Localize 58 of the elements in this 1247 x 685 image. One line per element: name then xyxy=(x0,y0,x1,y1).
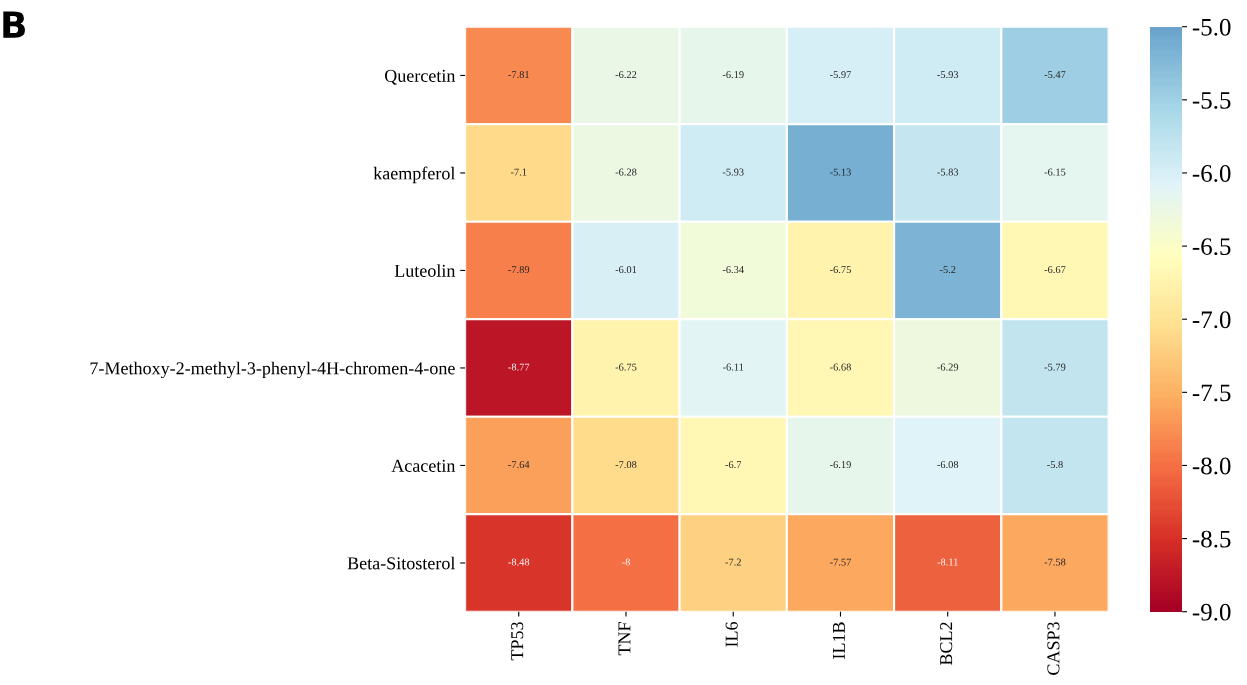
data-label: -7.64 xyxy=(508,461,530,469)
data-label: -6.29 xyxy=(937,363,959,371)
data-label: -6.75 xyxy=(830,266,851,274)
color-bar-label: -5.0 xyxy=(1192,18,1231,36)
x-tick-label: IL6 xyxy=(725,621,738,647)
y-tick-label: Beta-Sitosterol xyxy=(347,556,456,570)
data-label: -7.08 xyxy=(615,461,637,469)
color-bar-label: -7.0 xyxy=(1192,311,1231,329)
y-tick-label: Luteolin xyxy=(394,264,456,277)
color-bar-label: -6.5 xyxy=(1192,238,1231,256)
color-bar-label: -6.0 xyxy=(1192,165,1231,182)
x-tick-label: IL1B xyxy=(832,622,845,659)
data-label: -8 xyxy=(622,558,630,566)
data-label: -7.1 xyxy=(510,168,527,176)
data-label: -5.83 xyxy=(937,168,959,176)
data-label: -6.22 xyxy=(615,71,637,79)
y-tick-label: Acacetin xyxy=(391,459,456,472)
y-tick-label: 7-Methoxy-2-methyl-3-phenyl-4H-chromen-4-one xyxy=(90,361,455,379)
data-label: -5.2 xyxy=(939,266,956,274)
x-tick-label: CASP3 xyxy=(1047,622,1060,675)
data-label: -5.93 xyxy=(937,71,959,79)
data-label: -6.19 xyxy=(722,71,744,79)
data-label: -7.2 xyxy=(725,558,741,566)
data-label: -7.58 xyxy=(1044,558,1066,566)
data-label: -7.89 xyxy=(508,266,530,274)
color-bar-label: -5.5 xyxy=(1192,92,1231,109)
data-label: -6.28 xyxy=(615,168,637,176)
data-label: -7.57 xyxy=(830,558,852,566)
color-bar-label: -7.5 xyxy=(1192,384,1231,402)
y-tick-label: Quercetin xyxy=(384,69,456,85)
data-label: -5.79 xyxy=(1044,363,1066,371)
y-tick-label: kaempferol xyxy=(373,166,456,184)
data-label: -8.11 xyxy=(937,558,958,566)
color-bar-label: -9.0 xyxy=(1192,603,1231,621)
data-label: -6.34 xyxy=(722,266,744,274)
data-label: -6.67 xyxy=(1044,266,1066,274)
data-label: -6.68 xyxy=(830,363,851,371)
data-label: -6.11 xyxy=(722,363,744,371)
data-label: -6.01 xyxy=(615,266,637,274)
data-label: -6.15 xyxy=(1044,168,1066,176)
color-bar-label: -8.0 xyxy=(1192,457,1231,475)
x-tick-label: TP53 xyxy=(511,622,524,661)
data-label: -6.7 xyxy=(725,461,742,469)
data-label: -5.13 xyxy=(830,168,851,176)
data-label: -6.19 xyxy=(830,461,851,469)
x-tick-label: TNF xyxy=(618,622,631,656)
data-label: -6.08 xyxy=(937,461,959,469)
data-label: -5.8 xyxy=(1047,461,1063,469)
data-label: -8.77 xyxy=(508,363,530,371)
text: B xyxy=(3,11,25,38)
color-bar-label: -8.5 xyxy=(1192,530,1231,548)
data-label: -5.47 xyxy=(1044,71,1066,79)
data-label: -5.97 xyxy=(830,71,852,79)
data-label: -5.93 xyxy=(722,168,744,176)
data-label: -6.75 xyxy=(615,363,637,371)
data-label: -7.81 xyxy=(508,71,529,79)
x-tick-label: BCL2 xyxy=(940,622,953,666)
data-label: -8.48 xyxy=(508,558,530,566)
